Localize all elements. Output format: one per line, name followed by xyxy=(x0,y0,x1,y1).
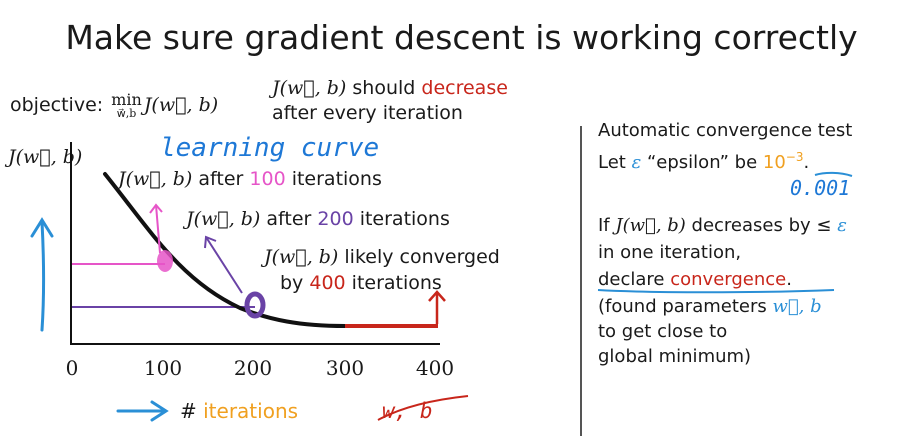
declare-suffix: . xyxy=(786,269,792,290)
annotation-400-number: 400 xyxy=(309,272,346,294)
annotation-400: J(w⃗, b) likely converged by 400 iterati… xyxy=(264,244,500,296)
note-function: J(w⃗, b) xyxy=(272,77,347,99)
x-axis-label: # iterations xyxy=(180,399,298,423)
if-function: J(w⃗, b) xyxy=(615,215,686,236)
annotation-100: J(w⃗, b) after 100 iterations xyxy=(118,168,382,190)
declare-prefix: declare xyxy=(598,269,671,290)
epsilon-decimal: 0.001 xyxy=(790,176,851,200)
min-text: min xyxy=(111,90,142,109)
epsilon-value-base: 10 xyxy=(762,152,786,173)
epsilon-symbol: ε xyxy=(631,152,642,173)
y-axis-label: J(w⃗, b) xyxy=(8,146,83,168)
annotation-400-text-b: iterations xyxy=(345,272,442,294)
if-epsilon: ε xyxy=(837,215,847,236)
annotation-400-func: J(w⃗, b) xyxy=(264,246,339,268)
x-tick-0: 0 xyxy=(65,356,79,380)
x-tick-100: 100 xyxy=(143,356,183,380)
x-tick-200: 200 xyxy=(233,356,273,380)
annotation-100-text-b: iterations xyxy=(285,168,382,190)
annotation-400-line1: likely converged xyxy=(338,246,500,268)
slide-title: Make sure gradient descent is working co… xyxy=(65,18,858,57)
declare-word: convergence xyxy=(670,269,787,290)
learning-curve-label: learning curve xyxy=(160,133,380,163)
found-line2: to get close to xyxy=(598,321,728,342)
blue-up-arrow-icon xyxy=(30,217,54,332)
strike-through xyxy=(377,395,469,421)
struck-params: w, b xyxy=(382,399,433,423)
x-axis-label-word: iterations xyxy=(203,399,299,423)
note-should: should xyxy=(346,77,422,99)
annotation-200-func: J(w⃗, b) xyxy=(186,208,261,230)
found-line3: global minimum) xyxy=(598,346,752,367)
found-parameters-note: (found parameters w⃗, b to get close to … xyxy=(598,294,822,369)
x-axis-label-symbol: # xyxy=(180,399,204,423)
note-line2: after every iteration xyxy=(272,102,463,124)
if-prefix: If xyxy=(598,215,616,236)
divider xyxy=(580,126,582,436)
annotation-100-number: 100 xyxy=(249,168,286,190)
pink-arrow-icon xyxy=(149,203,163,254)
if-mid: decreases by ≤ xyxy=(685,215,838,236)
declare-underline xyxy=(597,289,835,294)
found-line1: (found parameters xyxy=(598,296,773,317)
epsilon-value: 10−3 xyxy=(762,150,804,173)
min-subscript: w⃗,b xyxy=(116,107,137,120)
objective-function: J(w⃗, b) xyxy=(143,94,219,116)
purple-marker xyxy=(244,291,266,319)
annotation-200-text-b: iterations xyxy=(353,208,450,230)
note-decrease: decrease xyxy=(421,77,508,99)
rule-line3: in one iteration, xyxy=(598,242,742,263)
annotation-100-func: J(w⃗, b) xyxy=(118,168,193,190)
annotation-200-number: 200 xyxy=(317,208,354,230)
epsilon-definition: Let ε “epsilon” be 10−3. xyxy=(598,150,809,173)
pink-marker xyxy=(157,250,173,272)
annotation-200-text-a: after xyxy=(260,208,318,230)
found-vars: w⃗, b xyxy=(772,296,822,317)
red-arrow-icon xyxy=(428,290,446,324)
annotation-100-text-a: after xyxy=(192,168,250,190)
blue-right-arrow-icon xyxy=(116,400,169,422)
convergence-rule: If J(w⃗, b) decreases by ≤ ε in one iter… xyxy=(598,212,847,293)
purple-arrow-icon xyxy=(204,235,243,294)
decrease-note: J(w⃗, b) should decrease after every ite… xyxy=(272,76,508,126)
cost-curve xyxy=(103,172,347,328)
objective-label: objective: xyxy=(10,94,104,116)
convergence-heading: Automatic convergence test xyxy=(598,120,853,141)
let-mid: “epsilon” be xyxy=(641,152,763,173)
x-tick-300: 300 xyxy=(325,356,365,380)
epsilon-hint-arc xyxy=(814,171,853,177)
x-tick-400: 400 xyxy=(415,356,455,380)
objective-line: objective: min w⃗,b J(w⃗, b) xyxy=(10,90,219,120)
min-operator: min w⃗,b xyxy=(111,90,142,120)
epsilon-value-exp: −3 xyxy=(785,150,804,164)
let-suffix: . xyxy=(803,152,810,173)
let-prefix: Let xyxy=(598,152,632,173)
annotation-200: J(w⃗, b) after 200 iterations xyxy=(186,208,450,230)
annotation-400-text-a: by xyxy=(280,272,310,294)
